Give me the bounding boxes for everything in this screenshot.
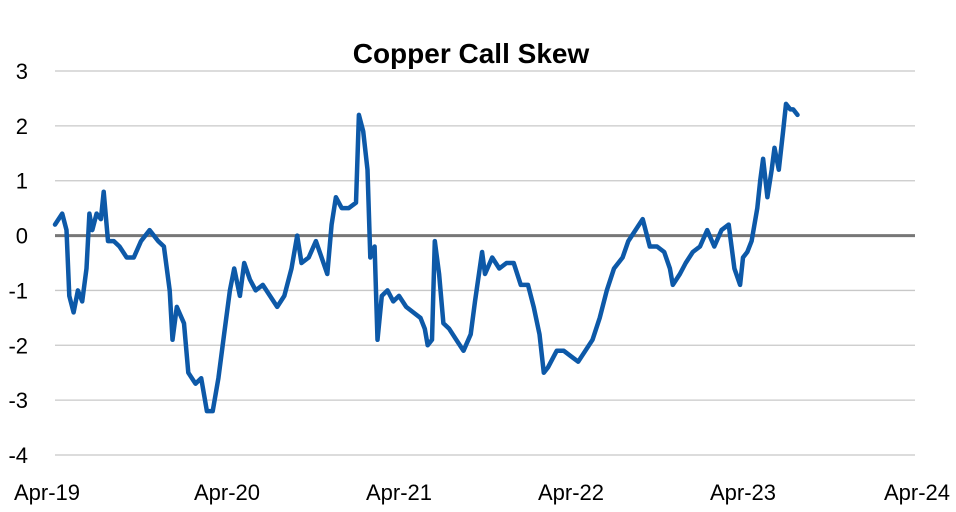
series-lines [52, 101, 800, 414]
y-tick-label: 1 [16, 169, 28, 194]
y-tick-label: 3 [16, 59, 28, 84]
series-line [52, 101, 800, 414]
y-tick-label: 0 [16, 224, 28, 249]
chart-title: Copper Call Skew [353, 38, 590, 69]
y-tick-label: -3 [8, 388, 28, 413]
x-tick-label: Apr-23 [710, 480, 776, 505]
x-tick-label: Apr-19 [14, 480, 80, 505]
y-tick-label: -2 [8, 333, 28, 358]
x-axis-tick-labels: Apr-19 Apr-20 Apr-21 Apr-22 Apr-23 Apr-24 [14, 480, 950, 505]
y-tick-label: -4 [8, 443, 28, 468]
gridlines [55, 70, 915, 456]
y-tick-label: -1 [8, 278, 28, 303]
y-tick-label: 2 [16, 114, 28, 139]
x-tick-label: Apr-24 [884, 480, 950, 505]
x-tick-label: Apr-21 [366, 480, 432, 505]
x-tick-label: Apr-20 [194, 480, 260, 505]
x-tick-label: Apr-22 [538, 480, 604, 505]
y-axis-tick-labels: 3 2 1 0 -1 -2 -3 -4 [8, 59, 28, 468]
